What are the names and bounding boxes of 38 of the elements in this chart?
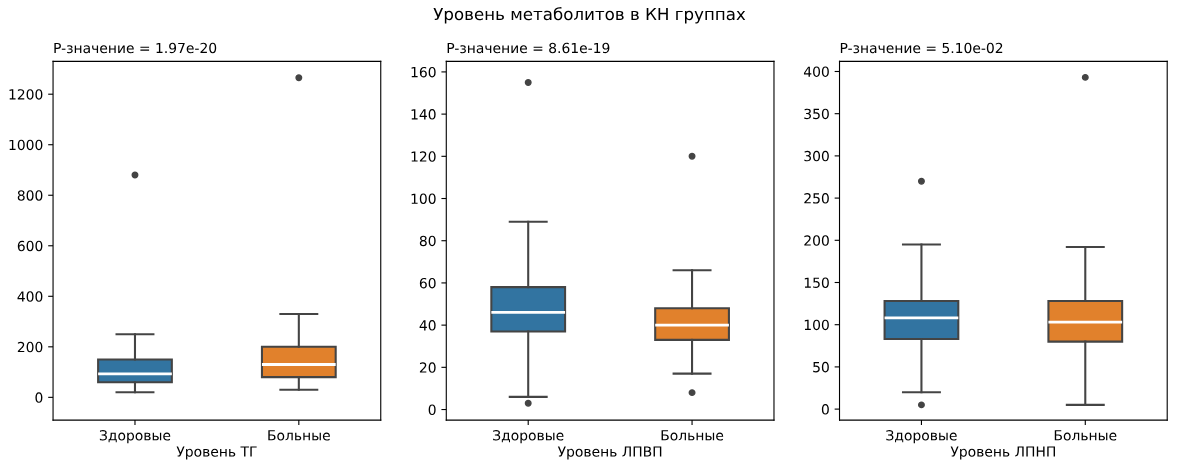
y-tick-label: 100 (411, 193, 436, 204)
x-tick-label: Здоровые (886, 430, 957, 444)
y-tick-label: 60 (419, 277, 436, 289)
y-tick-label: 0 (428, 404, 436, 415)
y-tick-label: 300 (804, 150, 829, 162)
x-tick-label: Здоровые (493, 430, 564, 444)
x-tick-label: Здоровые (99, 430, 171, 444)
chart-title: P-значение = 8.61e-19 (447, 42, 610, 54)
x-axis-title: Уровень ЛПНП (950, 446, 1055, 460)
y-tick-label: 50 (813, 361, 829, 373)
y-tick-label: 150 (804, 277, 829, 288)
y-tick-label: 800 (17, 190, 43, 201)
x-tick-label: Больные (1054, 430, 1117, 441)
y-tick-label: 140 (411, 109, 436, 120)
text: Уровень метаболитов в КН группах (433, 7, 746, 24)
chart-title: P-значение = 5.10e-02 (840, 42, 1003, 54)
y-tick-label: 100 (804, 319, 829, 331)
x-tick-label: Больные (661, 430, 724, 441)
y-tick-label: 1200 (9, 89, 43, 100)
y-tick-label: 20 (419, 362, 436, 373)
y-tick-label: 0 (821, 404, 829, 415)
y-tick-label: 250 (804, 193, 829, 204)
x-axis-title: Уровень ТГ (176, 446, 257, 460)
x-tick-label: Больные (268, 430, 330, 441)
y-tick-label: 40 (419, 320, 436, 331)
y-tick-label: 600 (17, 240, 43, 252)
y-tick-label: 400 (803, 66, 829, 77)
y-tick-label: 200 (804, 235, 829, 246)
y-tick-label: 0 (35, 392, 43, 403)
y-tick-label: 80 (419, 235, 436, 247)
y-tick-label: 120 (411, 151, 436, 162)
y-tick-label: 400 (17, 291, 43, 302)
x-axis-title: Уровень ЛПВП (557, 446, 662, 460)
y-tick-label: 1000 (9, 139, 43, 151)
y-tick-label: 350 (804, 108, 829, 120)
chart-title: P-значение = 1.97e-20 (54, 42, 217, 54)
y-tick-label: 160 (411, 66, 436, 78)
y-tick-label: 200 (17, 341, 43, 353)
